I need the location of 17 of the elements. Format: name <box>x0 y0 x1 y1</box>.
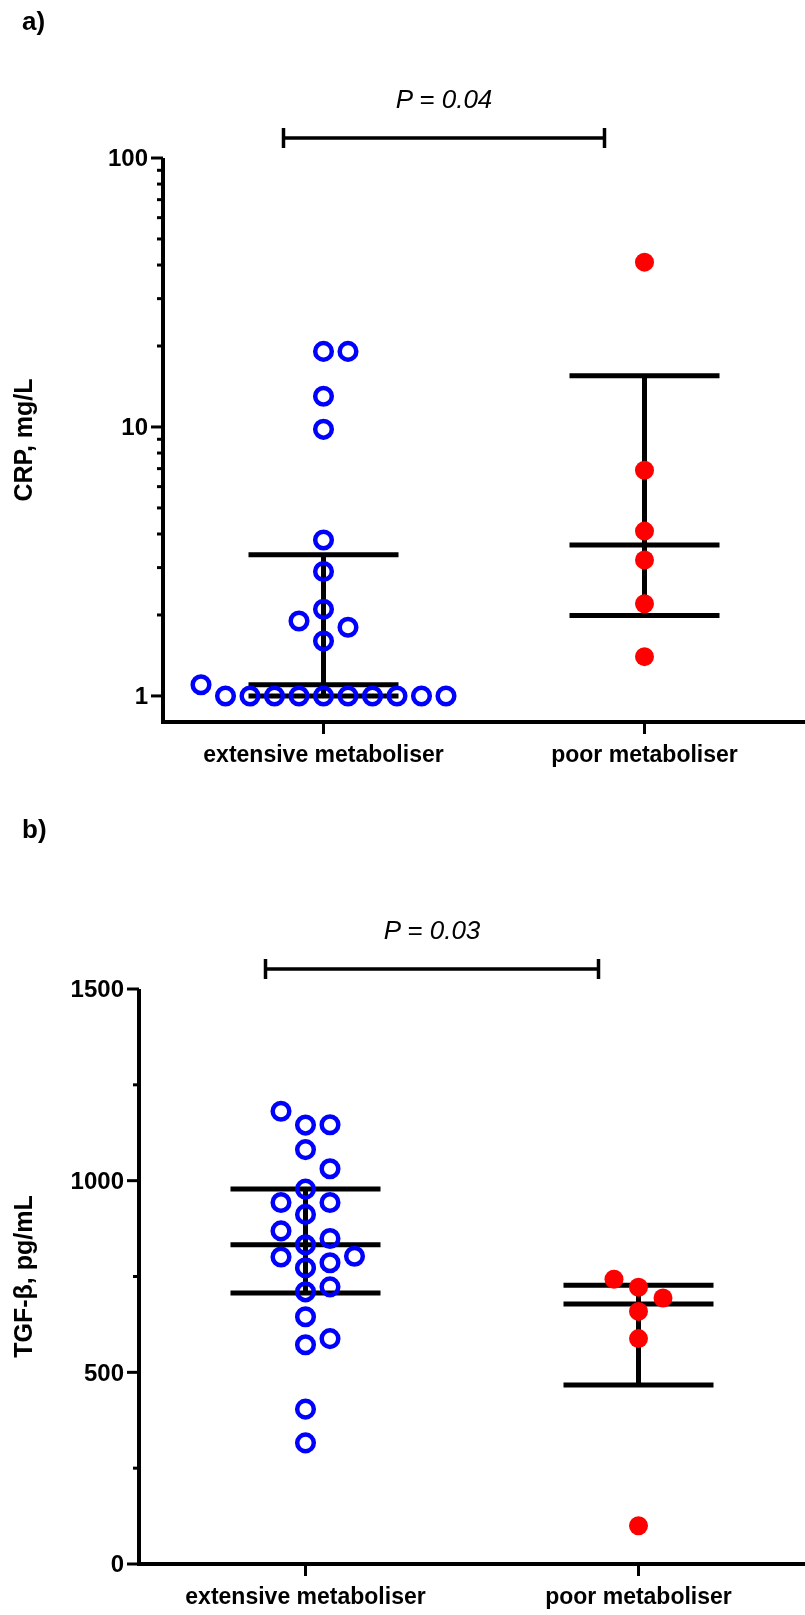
x-tick-label: poor metaboliser <box>545 1583 732 1609</box>
text: P = 0.03 <box>383 915 481 945</box>
chart-title: a) <box>22 6 46 36</box>
y-tick-label: 1 <box>134 682 148 710</box>
y-tick-label: 10 <box>121 413 148 441</box>
y-tick-label: 500 <box>83 1358 124 1386</box>
y-tick-label: 100 <box>107 144 148 172</box>
x-tick-label: poor metaboliser <box>551 741 738 767</box>
chart-title: b) <box>22 814 47 844</box>
x-tick-label: extensive metaboliser <box>203 741 444 767</box>
y-axis-title: TGF-β, pg/mL <box>9 1195 37 1358</box>
y-tick-label: 1500 <box>70 975 124 1003</box>
y-tick-label: 1000 <box>70 1167 124 1195</box>
text: P = 0.04 <box>395 84 493 114</box>
y-tick-label: 0 <box>110 1550 124 1578</box>
y-axis-title: CRP, mg/L <box>9 378 37 502</box>
x-tick-label: extensive metaboliser <box>185 1583 426 1609</box>
